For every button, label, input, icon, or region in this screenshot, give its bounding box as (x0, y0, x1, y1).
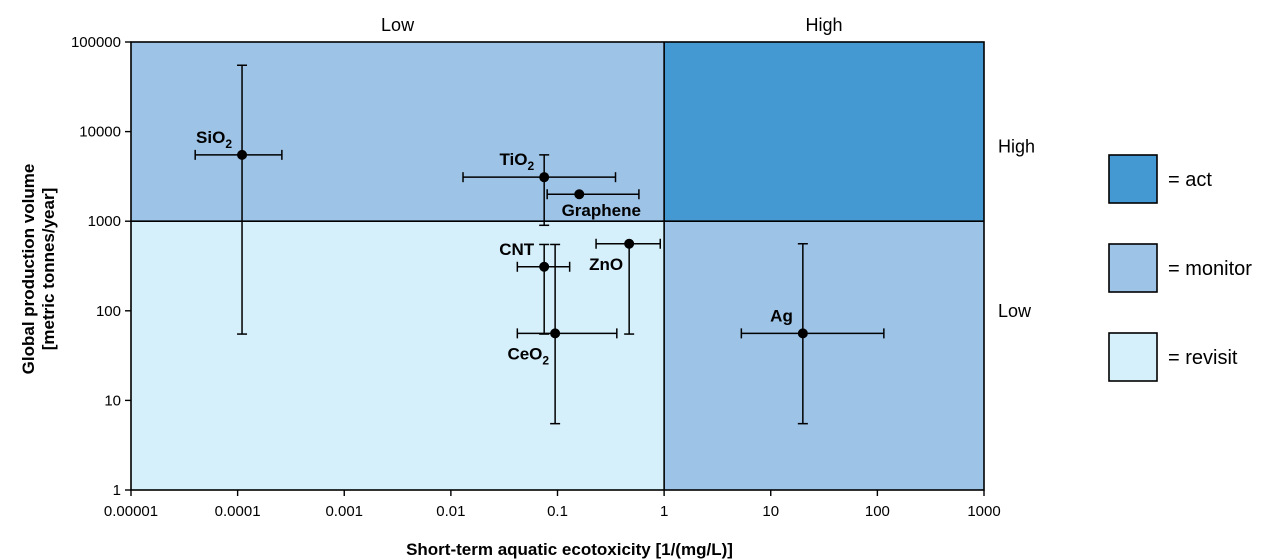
chart-regions (131, 42, 984, 490)
point-label: SiO2 (196, 128, 232, 151)
point-label: CeO2 (507, 344, 549, 367)
y-tick-label: 10 (104, 392, 121, 409)
point-label: ZnO (589, 255, 623, 274)
point-label: CNT (499, 240, 535, 259)
x-tick-label: 0.00001 (104, 503, 158, 520)
point-graphene (574, 189, 585, 200)
region-monitor (664, 221, 984, 490)
right-quadrant-labels: High Low (998, 137, 1035, 321)
point-tio (539, 172, 550, 183)
x-tick-label: 0.01 (436, 503, 465, 520)
y-axis-title-line: Global production volume (19, 164, 38, 375)
legend: = act = monitor = revisit (1108, 154, 1252, 382)
y-tick-label: 100 (96, 303, 121, 320)
point-cnt (539, 261, 550, 272)
y-tick-label: 10000 (79, 124, 121, 141)
top-quadrant-labels: Low High (381, 15, 843, 35)
threshold-lines (131, 42, 984, 490)
x-tick-label: 1000 (967, 503, 1000, 520)
legend-swatch (1108, 332, 1158, 382)
point-ceo (550, 328, 561, 339)
point-zno (624, 238, 635, 249)
point-labels: SiO2 TiO2 Graphene CNT ZnO CeO2 Ag (196, 128, 793, 367)
x-tick-label: 1 (660, 503, 668, 520)
x-tick-label: 10 (762, 503, 779, 520)
data-points (237, 149, 808, 339)
right-label-high: High (998, 137, 1035, 157)
point-label: Ag (770, 306, 793, 325)
y-axis-ticks: 1 10 100 1000 10000 100000 (71, 34, 131, 499)
right-label-low: Low (998, 301, 1032, 321)
y-axis-title-line: [metric tonnes/year] (39, 188, 58, 351)
legend-label: = monitor (1168, 258, 1252, 280)
region-revisit (131, 221, 665, 490)
y-tick-label: 100000 (71, 34, 121, 51)
x-axis-ticks: 0.00001 0.0001 0.001 0.01 0.1 1 10 100 1000 (104, 490, 1001, 520)
x-tick-label: 0.001 (325, 503, 363, 520)
error-bars (194, 64, 885, 425)
y-tick-label: 1 (113, 482, 121, 499)
legend-label: = revisit (1168, 347, 1238, 369)
point-sio (237, 149, 248, 160)
y-tick-label: 1000 (88, 213, 121, 230)
x-tick-label: 100 (865, 503, 890, 520)
legend-swatch (1108, 154, 1158, 204)
x-axis-title: Short-term aquatic ecotoxicity [1/(mg/L)… (406, 540, 733, 559)
legend-label: = act (1168, 169, 1212, 191)
top-label-low: Low (381, 15, 415, 35)
top-label-high: High (806, 15, 843, 35)
region-act (664, 42, 984, 222)
y-axis-title: Global production volume[metric tonnes/y… (19, 164, 58, 375)
point-ag (797, 328, 808, 339)
point-label: TiO2 (499, 150, 534, 173)
x-tick-label: 0.1 (547, 503, 568, 520)
x-tick-label: 0.0001 (215, 503, 261, 520)
legend-swatch (1108, 243, 1158, 293)
point-label: Graphene (562, 201, 641, 220)
